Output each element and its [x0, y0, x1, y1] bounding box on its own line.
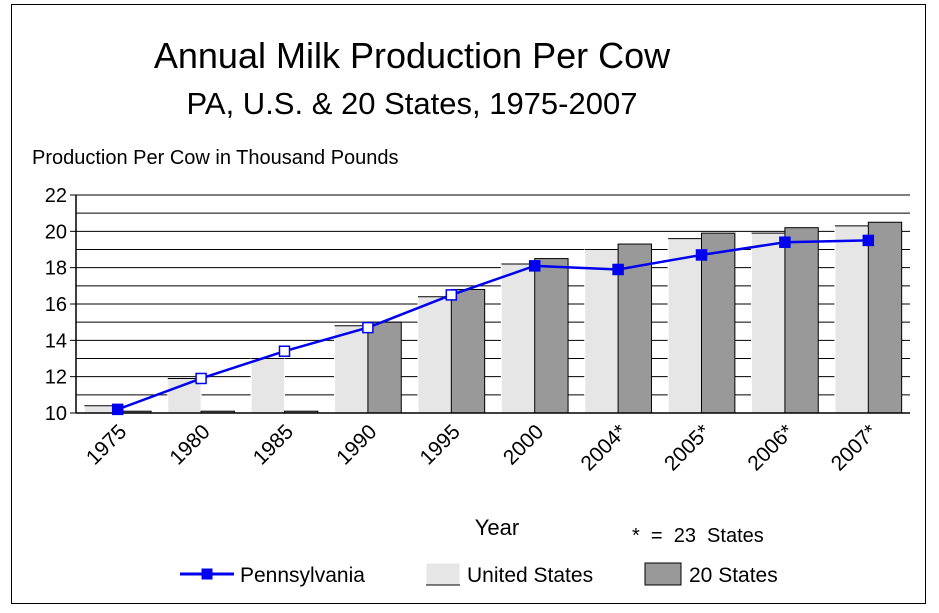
- x-tick-label: 2006*: [743, 420, 798, 475]
- pennsylvania-point: [278, 345, 291, 357]
- chart-subtitle: PA, U.S. & 20 States, 1975-2007: [187, 86, 638, 121]
- x-tick-label: 2005*: [660, 420, 715, 475]
- x-tick-label: 2007*: [827, 420, 882, 475]
- bar-united-states: [500, 263, 536, 414]
- pennsylvania-line: [111, 234, 875, 416]
- pennsylvania-point: [779, 236, 791, 248]
- legend-united-states-swatch: [425, 562, 461, 586]
- chart-title: Annual Milk Production Per Cow: [154, 35, 671, 76]
- pennsylvania-point: [111, 403, 124, 416]
- legend: Pennsylvania United States 20 States: [180, 562, 778, 587]
- pennsylvania-point: [528, 260, 541, 272]
- y-tick-label: 22: [45, 185, 67, 207]
- x-tick-label: 1975: [82, 420, 131, 469]
- bar-20-states: [784, 227, 819, 414]
- bar-20-states: [367, 321, 402, 414]
- pennsylvania-point: [612, 263, 624, 276]
- bar-20-states: [867, 221, 903, 414]
- y-axis-label: Production Per Cow in Thousand Pounds: [32, 147, 399, 169]
- milk-production-chart: Annual Milk Production Per Cow PA, U.S. …: [32, 35, 910, 587]
- pennsylvania-point: [195, 372, 207, 385]
- pennsylvania-point: [445, 289, 458, 301]
- x-tick-label: 2000: [499, 420, 548, 469]
- chart-frame: Annual Milk Production Per Cow PA, U.S. …: [11, 4, 926, 604]
- pennsylvania-point: [695, 249, 708, 261]
- bar-united-states: [417, 296, 452, 414]
- legend-united-states-label: United States: [467, 564, 593, 587]
- bars: [83, 221, 903, 414]
- bar-united-states: [667, 238, 703, 414]
- bar-20-states: [534, 258, 569, 414]
- pennsylvania-point: [362, 321, 374, 334]
- x-tick-label: 1990: [332, 420, 381, 469]
- pennsylvania-series-line: [117, 239, 869, 411]
- bar-united-states: [334, 325, 369, 414]
- y-tick-label: 16: [45, 294, 67, 316]
- legend-pennsylvania-label: Pennsylvania: [240, 564, 365, 587]
- x-tick-label: 1980: [165, 420, 214, 469]
- y-tick-label: 10: [45, 403, 67, 425]
- legend-20-states-swatch: [644, 562, 682, 586]
- x-tick-label: 1995: [416, 420, 465, 469]
- x-axis-label: Year: [475, 515, 519, 540]
- pennsylvania-point: [862, 234, 875, 247]
- legend-pennsylvania-marker: [201, 568, 213, 580]
- bar-united-states: [751, 232, 786, 414]
- bar-united-states: [250, 358, 285, 414]
- bar-20-states: [450, 288, 486, 414]
- y-tick-label: 12: [45, 367, 67, 389]
- y-tick-label: 20: [45, 221, 67, 243]
- x-tick-label: 1985: [249, 420, 298, 469]
- footnote: * = 23 States: [632, 525, 764, 547]
- bar-united-states: [834, 225, 869, 414]
- y-tick-label: 18: [45, 258, 67, 280]
- y-tick-label: 14: [45, 330, 67, 352]
- axes: [70, 194, 910, 414]
- x-tick-label: 2004*: [577, 420, 632, 475]
- legend-20-states-label: 20 States: [689, 564, 778, 587]
